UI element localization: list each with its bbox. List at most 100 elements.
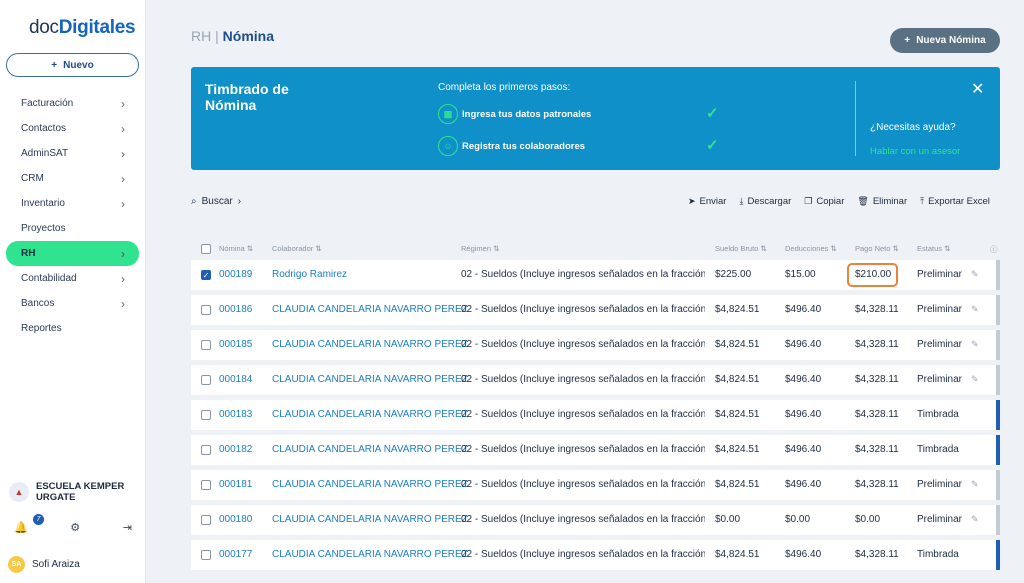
table-row[interactable]: 000186 CLAUDIA CANDELARIA NAVARRO PEREZ 02…	[191, 295, 1000, 325]
col-estatus[interactable]: Estatus ⇅	[917, 244, 951, 253]
deducciones-cell: $496.40	[785, 409, 822, 420]
colaborador-link[interactable]: CLAUDIA CANDELARIA NAVARRO PEREZ	[272, 479, 468, 490]
user-add-icon: ☺	[438, 136, 458, 156]
row-checkbox[interactable]	[201, 340, 211, 350]
logout-icon[interactable]: ⇥	[122, 522, 132, 534]
status-stripe	[996, 365, 1000, 395]
table-row[interactable]: 000177 CLAUDIA CANDELARIA NAVARRO PEREZ 02…	[191, 540, 1000, 570]
row-checkbox[interactable]	[201, 305, 211, 315]
notification-badge: 7	[33, 514, 44, 525]
row-checkbox[interactable]	[201, 445, 211, 455]
sidebar-item-crm[interactable]: CRM ›	[6, 166, 139, 191]
delete-button[interactable]: 🗑 Eliminar	[857, 196, 908, 207]
sidebar-item-rh[interactable]: RH ›	[6, 241, 139, 266]
breadcrumb-parent[interactable]: RH	[191, 28, 212, 44]
nomina-id-link[interactable]: 000177	[219, 549, 253, 560]
colaborador-link[interactable]: CLAUDIA CANDELARIA NAVARRO PEREZ	[272, 444, 468, 455]
table-row[interactable]: 000180 CLAUDIA CANDELARIA NAVARRO PEREZ 02…	[191, 505, 1000, 535]
colaborador-link[interactable]: CLAUDIA CANDELARIA NAVARRO PEREZ	[272, 339, 468, 350]
sidebar-item-contactos[interactable]: Contactos ›	[6, 116, 139, 141]
download-button[interactable]: ⤓ Descargar	[739, 196, 792, 207]
send-button[interactable]: ➤ Enviar	[688, 196, 727, 207]
copy-button[interactable]: ❐ Copiar	[804, 196, 845, 207]
export-excel-button[interactable]: ⤒ Exportar Excel	[920, 196, 990, 207]
table-row[interactable]: 000182 CLAUDIA CANDELARIA NAVARRO PEREZ 02…	[191, 435, 1000, 465]
colaborador-link[interactable]: CLAUDIA CANDELARIA NAVARRO PEREZ	[272, 374, 468, 385]
col-nomina[interactable]: Nómina ⇅	[219, 244, 254, 253]
pago-neto-cell: $4,328.11	[855, 339, 899, 350]
divider	[855, 81, 856, 156]
sidebar-item-label: AdminSAT	[21, 148, 69, 159]
download-icon: ⤓	[739, 196, 744, 206]
nomina-id-link[interactable]: 000189	[219, 269, 253, 280]
regimen-cell: 02 - Sueldos (Incluye ingresos señalados…	[461, 514, 705, 525]
step-patronales[interactable]: ▦ Ingresa tus datos patronales	[438, 104, 591, 124]
table-row[interactable]: 000183 CLAUDIA CANDELARIA NAVARRO PEREZ 02…	[191, 400, 1000, 430]
colaborador-link[interactable]: CLAUDIA CANDELARIA NAVARRO PEREZ	[272, 304, 468, 315]
pencil-icon[interactable]: ✎	[971, 269, 979, 279]
row-checkbox[interactable]	[201, 375, 211, 385]
contact-advisor-link[interactable]: Hablar con un asesor	[870, 146, 961, 157]
colaborador-link[interactable]: CLAUDIA CANDELARIA NAVARRO PEREZ	[272, 549, 468, 560]
step-colaboradores[interactable]: ☺ Registra tus colaboradores	[438, 136, 585, 156]
row-checkbox[interactable]	[201, 410, 211, 420]
sidebar-item-label: Contabilidad	[21, 273, 77, 284]
sidebar-item-reportes[interactable]: Reportes	[6, 316, 139, 341]
row-checkbox[interactable]	[201, 480, 211, 490]
sidebar-item-adminsat[interactable]: AdminSAT ›	[6, 141, 139, 166]
row-checkbox[interactable]	[201, 550, 211, 560]
colaborador-link[interactable]: Rodrigo Ramirez	[272, 269, 348, 280]
colaborador-link[interactable]: CLAUDIA CANDELARIA NAVARRO PEREZ	[272, 514, 468, 525]
row-checkbox[interactable]	[201, 515, 211, 525]
close-icon[interactable]: ✕	[971, 81, 985, 98]
sidebar-item-contabilidad[interactable]: Contabilidad ›	[6, 266, 139, 291]
status-badge: Preliminar	[917, 479, 963, 490]
chevron-right-icon: ›	[121, 246, 125, 261]
sidebar-item-facturacin[interactable]: Facturación ›	[6, 91, 139, 116]
nomina-id-link[interactable]: 000186	[219, 304, 253, 315]
user-profile[interactable]: SA Sofi Araiza	[8, 556, 80, 573]
sidebar-item-inventario[interactable]: Inventario ›	[6, 191, 139, 216]
nomina-id-link[interactable]: 000180	[219, 514, 253, 525]
chevron-right-icon: ›	[121, 146, 125, 161]
table-row[interactable]: 000184 CLAUDIA CANDELARIA NAVARRO PEREZ 02…	[191, 365, 1000, 395]
status-stripe	[996, 540, 1000, 570]
pencil-icon[interactable]: ✎	[971, 514, 979, 524]
table-row[interactable]: ✓ 000189 Rodrigo Ramirez 02 - Sueldos (Incl…	[191, 260, 1000, 290]
regimen-cell: 02 - Sueldos (Incluye ingresos señalados…	[461, 339, 705, 350]
sidebar-item-proyectos[interactable]: Proyectos	[6, 216, 139, 241]
bell-icon[interactable]: 🔔 7	[14, 514, 44, 534]
breadcrumb: RH | Nómina	[191, 28, 274, 44]
col-colaborador[interactable]: Colaborador ⇅	[272, 244, 322, 253]
nomina-id-link[interactable]: 000184	[219, 374, 253, 385]
gear-icon[interactable]: ⚙	[70, 522, 81, 534]
new-payroll-button[interactable]: + Nueva Nómina	[890, 28, 1000, 53]
pencil-icon[interactable]: ✎	[971, 339, 979, 349]
table-row[interactable]: 000181 CLAUDIA CANDELARIA NAVARRO PEREZ 02…	[191, 470, 1000, 500]
col-neto[interactable]: Pago Neto ⇅	[855, 244, 899, 253]
search-icon: ⌕	[191, 196, 197, 207]
colaborador-link[interactable]: CLAUDIA CANDELARIA NAVARRO PEREZ	[272, 409, 468, 420]
nomina-id-link[interactable]: 000185	[219, 339, 253, 350]
search-button[interactable]: ⌕ Buscar ›	[191, 196, 242, 207]
regimen-cell: 02 - Sueldos (Incluye ingresos señalados…	[461, 409, 705, 420]
select-all-checkbox[interactable]	[201, 244, 211, 254]
new-button[interactable]: + Nuevo	[6, 53, 139, 77]
pencil-icon[interactable]: ✎	[971, 374, 979, 384]
nomina-id-link[interactable]: 000183	[219, 409, 253, 420]
col-deducciones[interactable]: Deducciones ⇅	[785, 244, 837, 253]
pencil-icon[interactable]: ✎	[971, 304, 979, 314]
col-bruto[interactable]: Sueldo Bruto ⇅	[715, 244, 767, 253]
nomina-id-link[interactable]: 000181	[219, 479, 253, 490]
info-icon[interactable]: ⓘ	[990, 245, 998, 254]
row-checkbox[interactable]: ✓	[201, 270, 211, 280]
pencil-icon[interactable]: ✎	[971, 479, 979, 489]
app-logo[interactable]: docDigitales	[29, 17, 136, 38]
organization[interactable]: ▲ ESCUELA KEMPER URGATE	[9, 481, 136, 503]
col-regimen[interactable]: Régimen ⇅	[461, 244, 500, 253]
status-badge: Preliminar	[917, 269, 963, 280]
sidebar-item-bancos[interactable]: Bancos ›	[6, 291, 139, 316]
table-row[interactable]: 000185 CLAUDIA CANDELARIA NAVARRO PEREZ 02…	[191, 330, 1000, 360]
status-stripe	[996, 260, 1000, 290]
nomina-id-link[interactable]: 000182	[219, 444, 253, 455]
